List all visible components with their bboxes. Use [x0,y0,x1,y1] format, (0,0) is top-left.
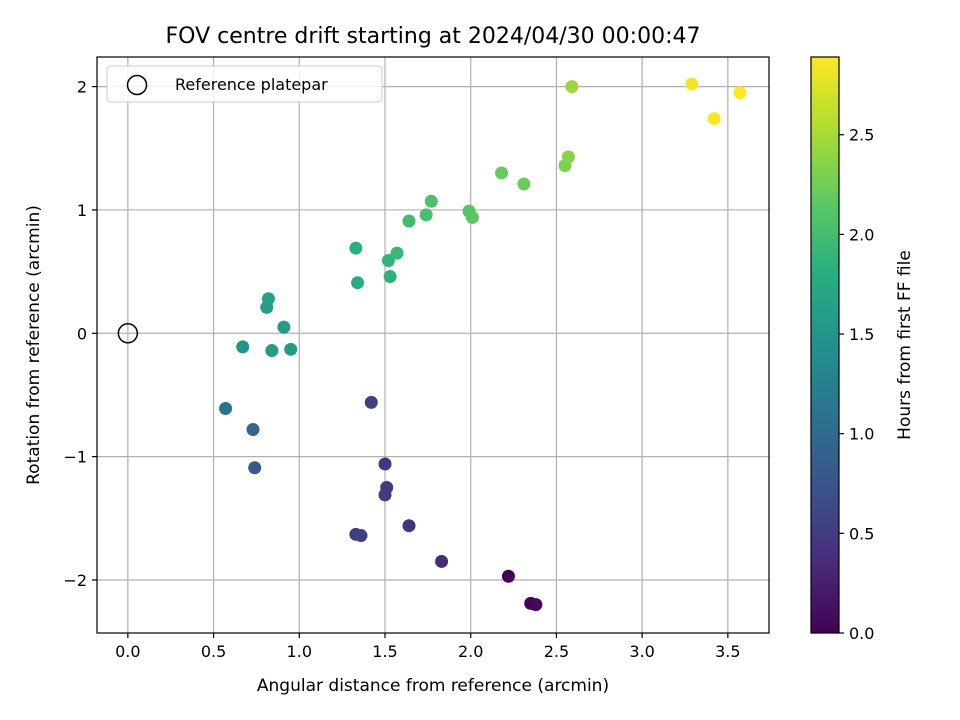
colorbar-tick-label: 2.5 [849,126,874,145]
y-tick-label: −1 [63,448,87,467]
data-point [236,340,250,354]
x-tick-label: 3.5 [715,642,740,661]
y-tick-label: 1 [77,201,87,220]
data-point [685,77,699,91]
data-point [465,210,479,224]
chart-title: FOV centre drift starting at 2024/04/30 … [166,24,701,49]
colorbar-gradient [810,56,840,634]
reference-platepar-marker [117,323,139,344]
data-point [402,214,416,228]
colorbar-tick-label: 1.0 [849,425,874,444]
legend-label: Reference platepar [175,75,328,94]
data-point [529,598,543,612]
data-point [381,254,395,268]
data-point [219,402,233,416]
y-tick-label: 0 [77,324,87,343]
colorbar-tick-label: 1.5 [849,325,874,344]
data-point [364,395,378,409]
data-point [707,112,721,126]
data-point [402,519,416,533]
data-point [277,320,291,334]
x-tick-label: 2.0 [458,642,483,661]
legend: Reference platepar [106,65,383,103]
y-tick-label: −2 [63,571,87,590]
x-tick-label: 1.0 [287,642,312,661]
x-tick-label: 2.5 [544,642,569,661]
data-point [435,554,449,568]
data-point [424,194,438,208]
data-point [495,166,509,180]
data-point [390,246,404,260]
data-point [733,86,747,100]
colorbar: 0.0 0.5 1.0 1.5 2.0 2.5 Hours from first FF f… [810,56,915,643]
y-axis-ticks: −2 −1 0 1 2 [63,78,97,590]
data-point [265,344,279,358]
colorbar-label: Hours from first FF file [895,250,915,440]
data-point [419,208,433,222]
data-point [565,80,579,94]
x-tick-label: 1.5 [372,642,397,661]
x-axis-label: Angular distance from reference (arcmin) [257,676,609,696]
data-points [117,77,747,612]
colorbar-tick-label: 0.0 [849,624,874,643]
plot-frame [96,56,770,634]
grid-lines [97,57,769,633]
colorbar-ticks: 0.0 0.5 1.0 1.5 2.0 2.5 [839,126,874,643]
data-point [351,276,365,290]
data-point [284,342,298,356]
data-point [349,241,363,255]
y-tick-label: 2 [77,78,87,97]
axes [96,56,770,634]
data-point [261,292,275,306]
data-point [248,461,262,475]
data-point [246,422,260,436]
data-point [354,529,368,543]
data-point [378,457,392,471]
colorbar-tick-label: 0.5 [849,524,874,543]
data-point [501,569,515,583]
data-point [561,150,575,164]
x-tick-label: 0.0 [115,642,140,661]
colorbar-tick-label: 2.0 [849,225,874,244]
data-point [517,177,531,191]
x-tick-label: 3.0 [629,642,654,661]
legend-reference-marker [126,74,148,96]
x-axis-ticks: 0.0 0.5 1.0 1.5 2.0 2.5 3.0 3.5 [115,633,741,661]
y-axis-label: Rotation from reference (arcmin) [24,205,44,485]
legend-box [106,65,383,103]
data-point [383,270,397,284]
data-point [378,488,392,502]
x-tick-label: 0.5 [201,642,226,661]
